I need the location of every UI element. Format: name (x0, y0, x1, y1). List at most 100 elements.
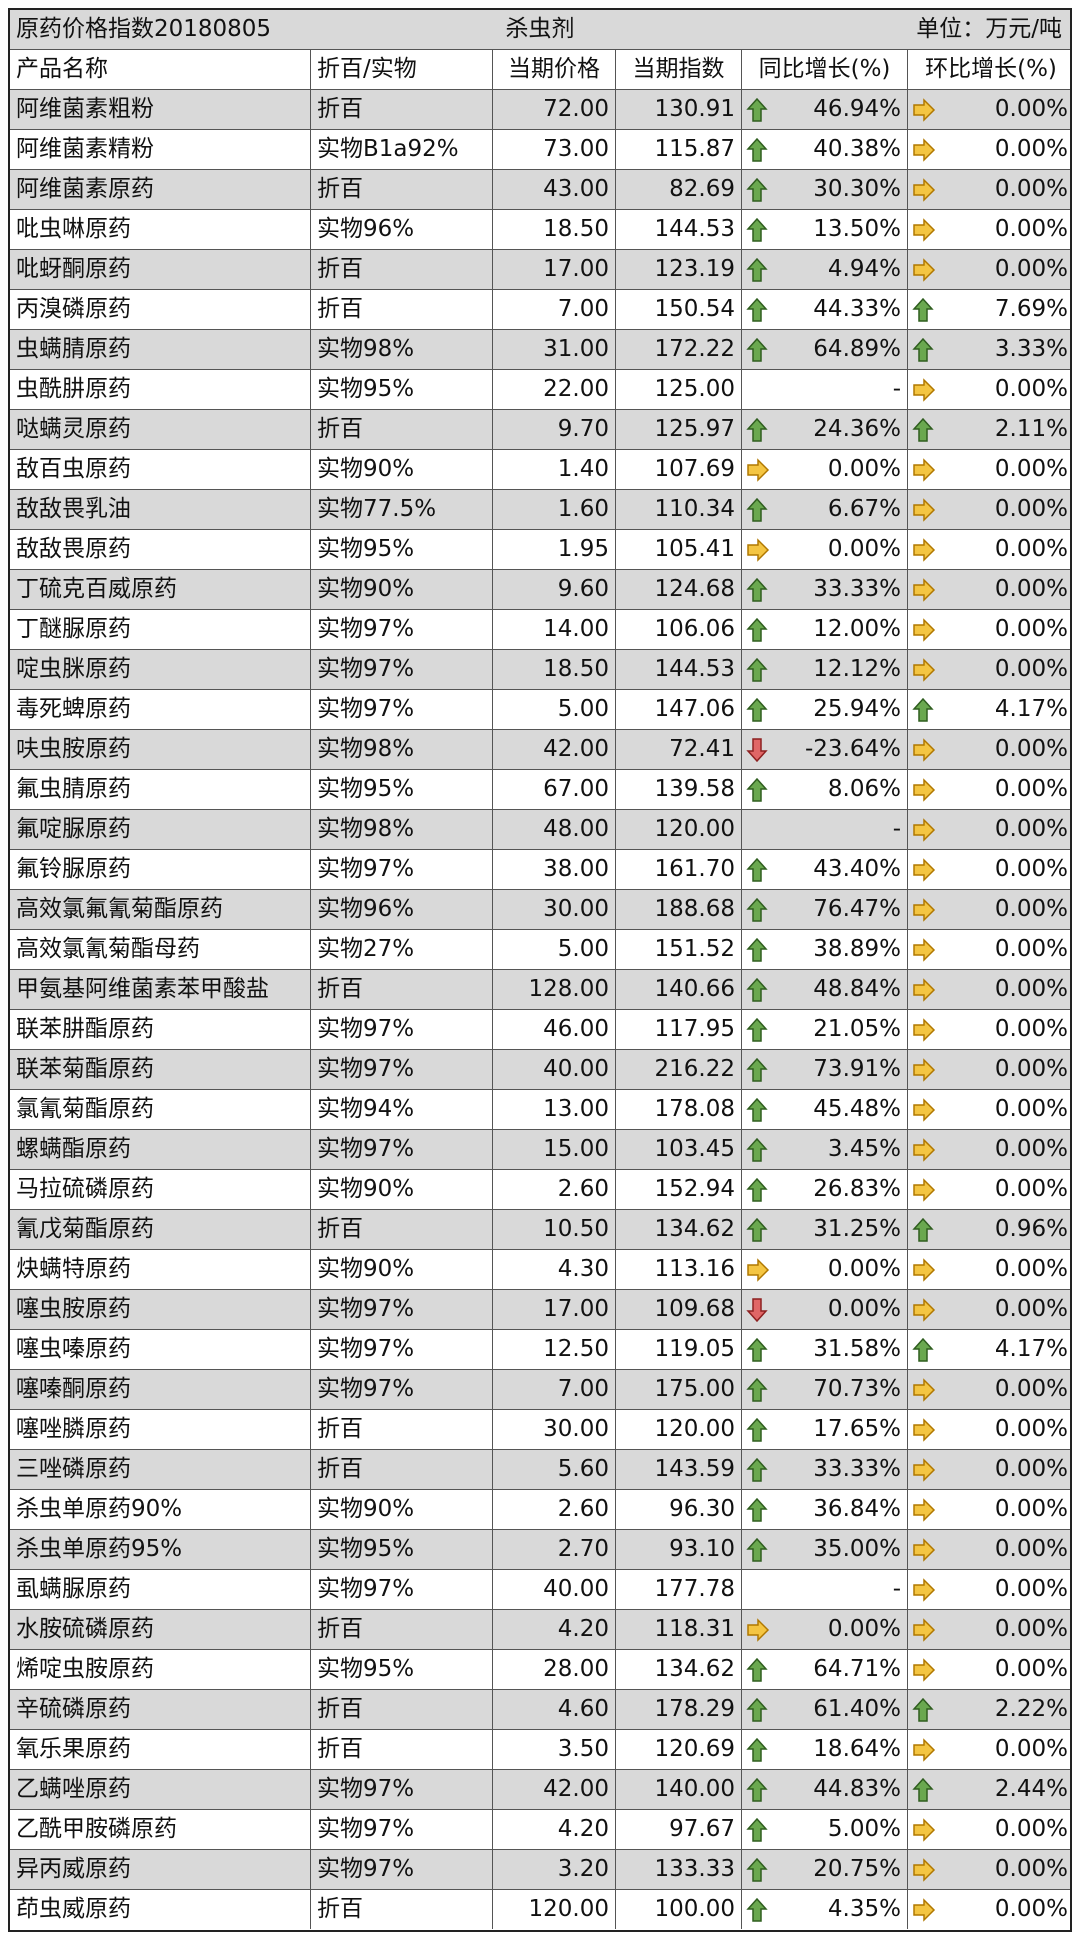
arrow-right (913, 1098, 936, 1122)
yoy-change: 40.38% (741, 130, 907, 169)
spec: 实物97% (310, 1570, 492, 1609)
data-row: 辛硫磷原药 折百 4.60 178.29 61.40% 2.22% (10, 1690, 1070, 1730)
arrow-shape (913, 1298, 936, 1322)
arrow-up (746, 217, 768, 242)
yoy-change: - (741, 810, 907, 849)
mom-change: 0.00% (907, 1850, 1074, 1889)
arrow-right (747, 538, 770, 562)
data-row: 丙溴磷原药 折百 7.00 150.54 44.33% 7.69% (10, 290, 1070, 330)
spec: 实物97% (310, 1770, 492, 1809)
arrow-shape (913, 818, 936, 842)
spec: 折百 (310, 410, 492, 449)
arrow-shape (747, 1258, 770, 1282)
price: 18.50 (492, 210, 615, 249)
index: 113.16 (615, 1250, 741, 1289)
data-row: 哒螨灵原药 折百 9.70 125.97 24.36% 2.11% (10, 410, 1070, 450)
spec: 实物90% (310, 1490, 492, 1529)
arrow-shape (746, 297, 768, 322)
arrow-shape (913, 898, 936, 922)
mom-change: 0.00% (907, 490, 1074, 529)
yoy-change: - (741, 370, 907, 409)
arrow-right (913, 1738, 936, 1762)
price: 40.00 (492, 1570, 615, 1609)
yoy-change: 0.00% (741, 450, 907, 489)
arrow-shape (746, 937, 768, 962)
arrow-shape (913, 538, 936, 562)
price: 4.30 (492, 1250, 615, 1289)
yoy-change: 6.67% (741, 490, 907, 529)
spec: 实物96% (310, 210, 492, 249)
spec: 实物98% (310, 810, 492, 849)
yoy-change: 48.84% (741, 970, 907, 1009)
spec: 折百 (310, 1450, 492, 1489)
arrow-right (913, 1058, 936, 1082)
arrow-up (912, 297, 934, 322)
spec: 实物97% (310, 1850, 492, 1889)
index: 177.78 (615, 1570, 741, 1609)
spec: 实物95% (310, 370, 492, 409)
yoy-change: 36.84% (741, 1490, 907, 1529)
mom-change: 0.00% (907, 730, 1074, 769)
spec: 实物96% (310, 890, 492, 929)
arrow-shape (913, 1138, 936, 1162)
index: 120.00 (615, 810, 741, 849)
arrow-up (746, 177, 768, 202)
arrow-right (913, 1018, 936, 1042)
arrow-up (746, 497, 768, 522)
index: 139.58 (615, 770, 741, 809)
arrow-right (913, 1298, 936, 1322)
arrow-right (913, 1818, 936, 1842)
index: 125.00 (615, 370, 741, 409)
index: 93.10 (615, 1530, 741, 1569)
index: 125.97 (615, 410, 741, 449)
arrow-shape (746, 1737, 768, 1762)
product-name: 氰戊菊酯原药 (16, 1216, 154, 1242)
arrow-shape (746, 1457, 768, 1482)
arrow-up (746, 1857, 768, 1882)
arrow-up (746, 1497, 768, 1522)
arrow-right (913, 818, 936, 842)
product-name: 乙螨唑原药 (16, 1776, 131, 1802)
yoy-change: 30.30% (741, 170, 907, 209)
product-name: 敌敌畏乳油 (16, 496, 131, 522)
arrow-up (912, 417, 934, 442)
data-row: 杀虫单原药90% 实物90% 2.60 96.30 36.84% 0.00% (10, 1490, 1070, 1530)
arrow-right (913, 1658, 936, 1682)
data-row: 烯啶虫胺原药 实物95% 28.00 134.62 64.71% 0.00% (10, 1650, 1070, 1690)
mom-change: 7.69% (907, 290, 1074, 329)
yoy-change: 0.00% (741, 1610, 907, 1649)
arrow-shape (746, 697, 768, 722)
data-row: 三唑磷原药 折百 5.60 143.59 33.33% 0.00% (10, 1450, 1070, 1490)
yoy-change: 17.65% (741, 1410, 907, 1449)
index: 178.29 (615, 1690, 741, 1729)
product-name: 吡虫啉原药 (16, 216, 131, 242)
arrow-up (746, 1657, 768, 1682)
price: 2.70 (492, 1530, 615, 1569)
price: 2.60 (492, 1170, 615, 1209)
product-name: 噻嗪酮原药 (16, 1376, 131, 1402)
index: 152.94 (615, 1170, 741, 1209)
arrow-up (746, 417, 768, 442)
data-row: 啶虫脒原药 实物97% 18.50 144.53 12.12% 0.00% (10, 650, 1070, 690)
data-row: 毒死蜱原药 实物97% 5.00 147.06 25.94% 4.17% (10, 690, 1070, 730)
data-row: 高效氯氰菊酯母药 实物27% 5.00 151.52 38.89% 0.00% (10, 930, 1070, 970)
mom-change: 0.00% (907, 1290, 1074, 1329)
arrow-shape (913, 978, 936, 1002)
price: 73.00 (492, 130, 615, 169)
spec: 实物95% (310, 1650, 492, 1689)
arrow-up (746, 1177, 768, 1202)
data-row: 氟啶脲原药 实物98% 48.00 120.00-0.00% (10, 810, 1070, 850)
yoy-change: 3.45% (741, 1130, 907, 1169)
mom-change: 0.00% (907, 210, 1074, 249)
product-name: 呋虫胺原药 (16, 736, 131, 762)
mom-change: 0.00% (907, 1810, 1074, 1849)
arrow-up (746, 937, 768, 962)
unit: 单位：万元/吨 (916, 16, 1062, 42)
mom-change: 0.00% (907, 1050, 1074, 1089)
arrow-shape (912, 697, 934, 722)
price: 3.50 (492, 1730, 615, 1769)
data-row: 氯氰菊酯原药 实物94% 13.00 178.08 45.48% 0.00% (10, 1090, 1070, 1130)
spec: 实物97% (310, 850, 492, 889)
product-name: 水胺硫磷原药 (16, 1616, 154, 1642)
data-row: 水胺硫磷原药 折百 4.20 118.31 0.00% 0.00% (10, 1610, 1070, 1650)
